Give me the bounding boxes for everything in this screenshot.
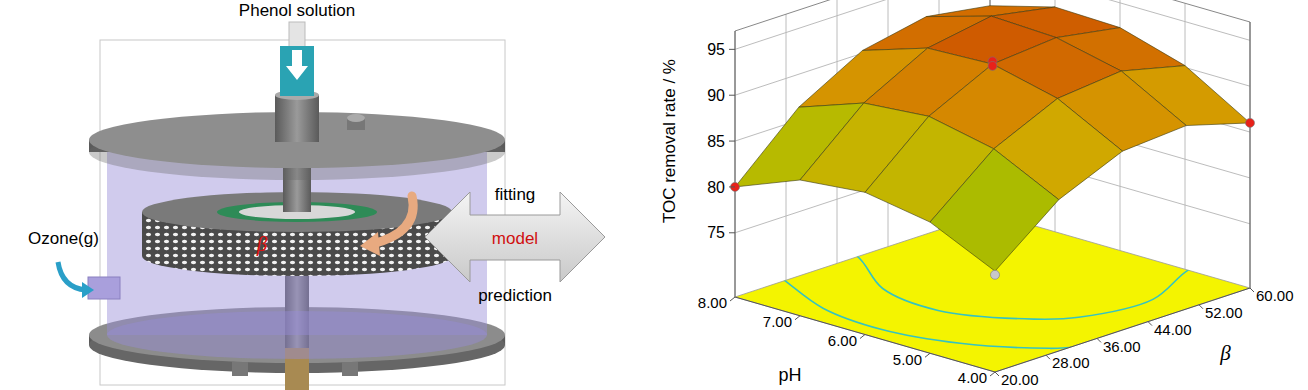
svg-text:4.00: 4.00 — [958, 369, 987, 386]
svg-text:52.00: 52.00 — [1205, 304, 1243, 321]
svg-text:pH: pH — [778, 365, 801, 385]
svg-text:Phenol solution: Phenol solution — [239, 1, 355, 20]
svg-text:Ozone(g): Ozone(g) — [28, 229, 99, 248]
svg-text:6.00: 6.00 — [828, 332, 857, 349]
svg-text:β: β — [256, 232, 268, 256]
svg-text:44.00: 44.00 — [1154, 321, 1192, 338]
svg-text:95: 95 — [707, 41, 725, 58]
svg-text:β: β — [1219, 341, 1231, 365]
svg-text:prediction: prediction — [478, 286, 552, 305]
svg-text:28.00: 28.00 — [1052, 354, 1090, 371]
svg-text:60.00: 60.00 — [1256, 287, 1294, 304]
svg-text:fitting: fitting — [495, 185, 536, 204]
svg-text:7.00: 7.00 — [763, 313, 792, 330]
svg-text:TOC removal rate / %: TOC removal rate / % — [660, 59, 679, 223]
svg-text:75: 75 — [707, 224, 725, 241]
svg-text:model: model — [492, 229, 538, 248]
svg-text:5.00: 5.00 — [893, 351, 922, 368]
svg-text:80: 80 — [707, 179, 725, 196]
svg-text:36.00: 36.00 — [1103, 338, 1141, 355]
svg-text:8.00: 8.00 — [698, 294, 727, 311]
svg-text:20.00: 20.00 — [1001, 371, 1039, 388]
svg-text:90: 90 — [707, 87, 725, 104]
svg-text:85: 85 — [707, 133, 725, 150]
